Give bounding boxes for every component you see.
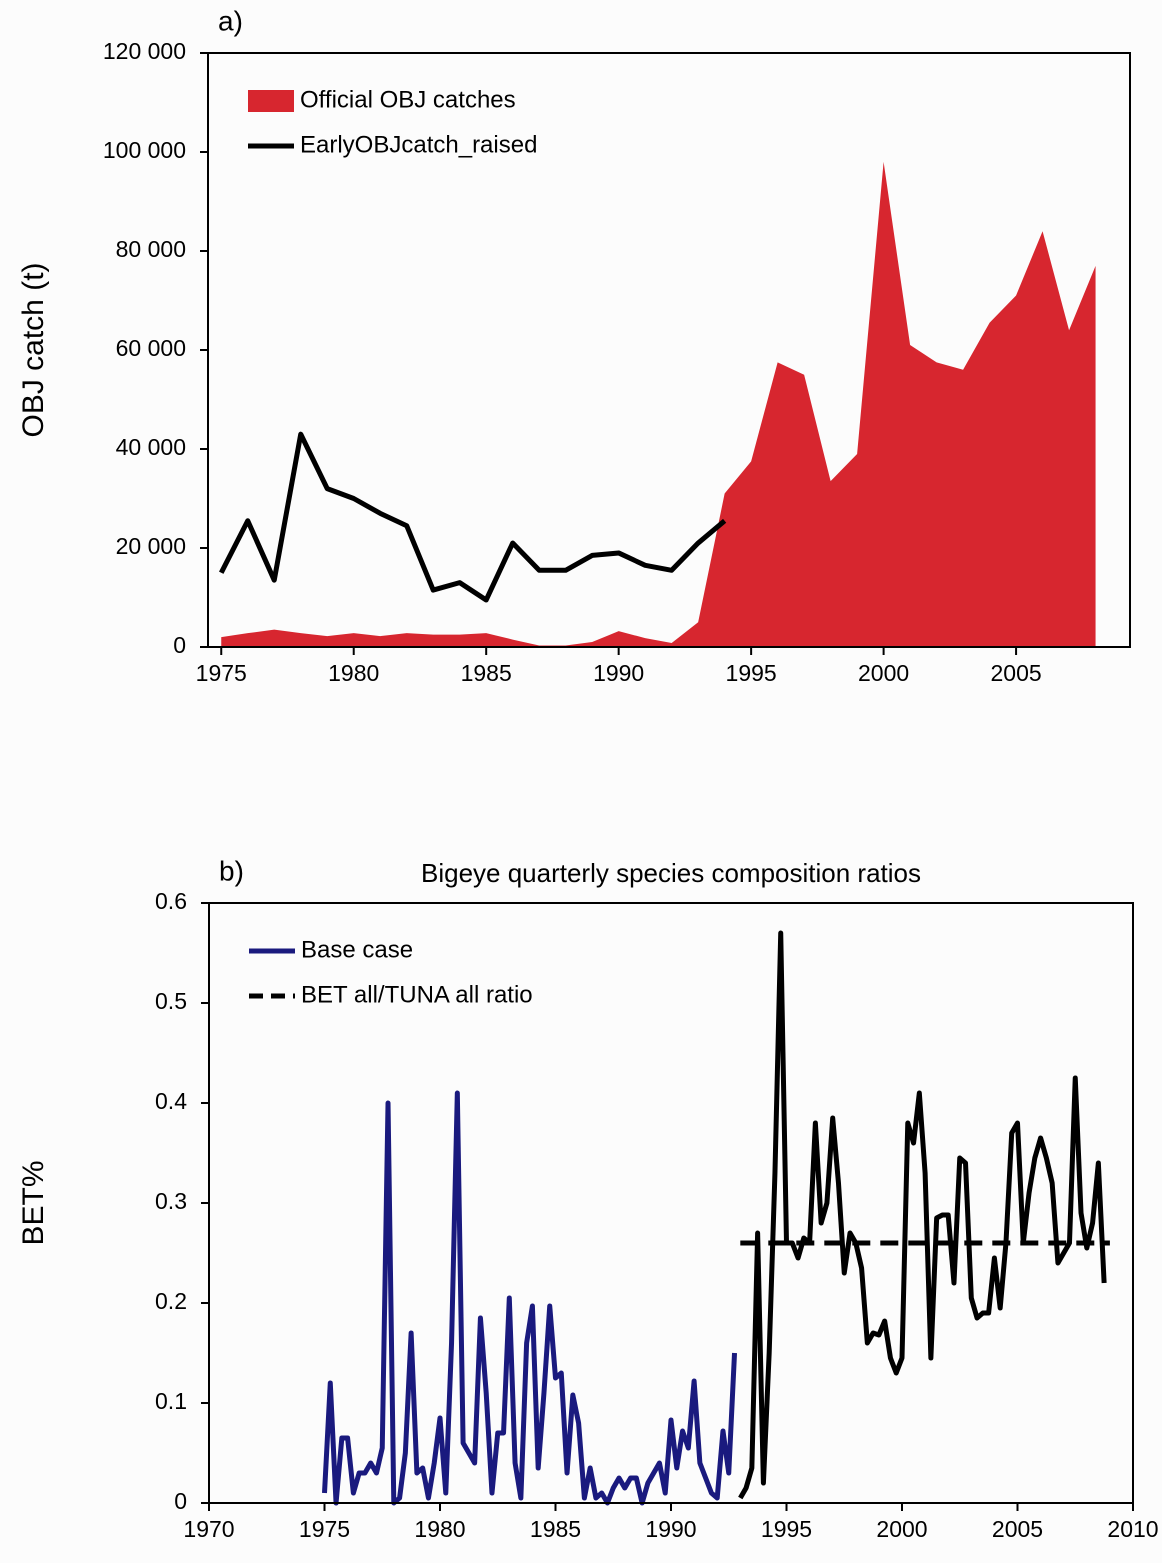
line xyxy=(219,431,727,603)
y-tick-label: 0.2 xyxy=(155,1288,187,1314)
x-tick-label: 1985 xyxy=(530,1516,581,1542)
y-axis-label: BET% xyxy=(17,1160,50,1245)
legend-label: EarlyOBJcatch_raised xyxy=(300,131,537,158)
x-tick-label: 1995 xyxy=(726,660,777,686)
x-tick-label: 1975 xyxy=(196,660,247,686)
area xyxy=(221,161,1096,647)
y-tick-label: 0.5 xyxy=(155,988,187,1014)
x-tick-label: 2005 xyxy=(990,660,1041,686)
x-tick-label: 2005 xyxy=(992,1516,1043,1542)
x-tick-label: 2000 xyxy=(876,1516,927,1542)
y-axis-label: OBJ catch (t) xyxy=(17,262,50,437)
legend-label: BET all/TUNA all ratio xyxy=(301,981,533,1008)
x-tick-label: 2010 xyxy=(1107,1516,1158,1542)
x-tick-label: 1980 xyxy=(328,660,379,686)
y-tick-label: 0.4 xyxy=(155,1088,187,1114)
legend-label: Official OBJ catches xyxy=(300,86,516,113)
panel-label: b) xyxy=(219,855,244,886)
y-tick-label: 100 000 xyxy=(103,137,186,163)
y-tick-label: 0.1 xyxy=(155,1388,187,1414)
legend-label: Base case xyxy=(301,936,413,963)
y-tick-label: 0 xyxy=(174,1488,187,1514)
legend-swatch xyxy=(248,90,294,112)
y-tick-label: 0.6 xyxy=(155,888,187,914)
line xyxy=(738,930,1107,1500)
x-tick-label: 2000 xyxy=(858,660,909,686)
x-tick-label: 1970 xyxy=(183,1516,234,1542)
x-tick-label: 1995 xyxy=(761,1516,812,1542)
x-tick-label: 1990 xyxy=(645,1516,696,1542)
y-tick-label: 0.3 xyxy=(155,1188,187,1214)
y-tick-label: 120 000 xyxy=(103,38,186,64)
chart-title: Bigeye quarterly species composition rat… xyxy=(421,858,921,888)
y-tick-label: 60 000 xyxy=(116,335,186,361)
y-tick-label: 20 000 xyxy=(116,533,186,559)
panel-label: a) xyxy=(218,5,243,36)
x-tick-label: 1980 xyxy=(414,1516,465,1542)
x-tick-label: 1985 xyxy=(461,660,512,686)
y-tick-label: 40 000 xyxy=(116,434,186,460)
y-tick-label: 0 xyxy=(173,632,186,658)
line xyxy=(322,1090,738,1506)
x-tick-label: 1975 xyxy=(299,1516,350,1542)
y-tick-label: 80 000 xyxy=(116,236,186,262)
x-tick-label: 1990 xyxy=(593,660,644,686)
